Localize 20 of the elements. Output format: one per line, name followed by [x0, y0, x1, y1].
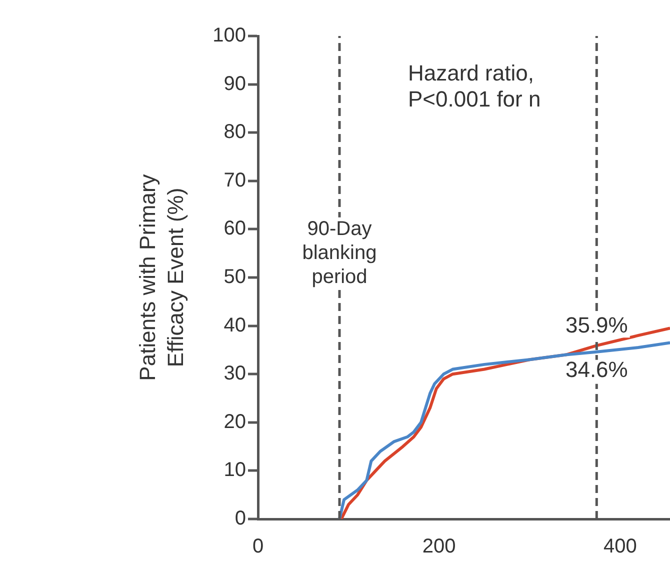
annotation: 35.9%: [565, 312, 628, 338]
y-tick-label: 20: [224, 410, 246, 433]
y-tick-label: 80: [224, 121, 246, 144]
y-tick-label: 60: [224, 218, 246, 240]
x-tick-label: 200: [422, 536, 456, 558]
y-tick-label: 40: [224, 314, 246, 336]
x-tick-label: 400: [604, 536, 637, 558]
y-tick-label: 90: [224, 72, 246, 95]
y-tick-label: 0: [234, 508, 246, 530]
y-axis-title: Patients with Primary Efficacy Event (%): [135, 174, 188, 381]
y-tick-label: 50: [224, 266, 246, 288]
annotation: P<0.001 for n: [408, 86, 541, 112]
y-tick-label: 100: [212, 24, 246, 47]
y-tick-label: 70: [224, 169, 246, 192]
y-tick-label: 30: [224, 362, 246, 385]
annotation: 34.6%: [565, 356, 628, 382]
y-tick-label: 10: [224, 459, 246, 482]
ref-line-label: 90-Day blanking period: [302, 218, 377, 288]
x-tick-label: 0: [252, 536, 264, 558]
annotation: Hazard ratio,: [408, 60, 534, 86]
